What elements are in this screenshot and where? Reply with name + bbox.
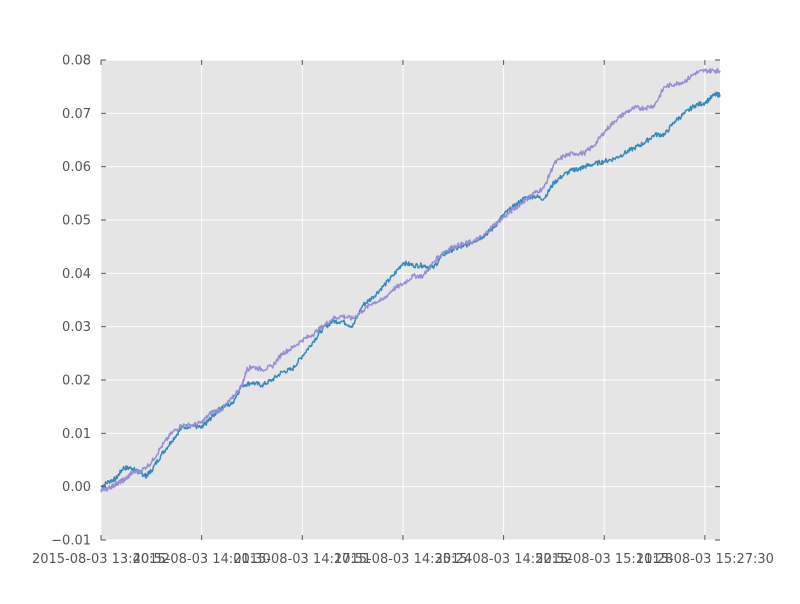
x-tick-label: 2015-08-03 13:40:52	[32, 552, 170, 567]
x-tick-label: 2015-08-03 14:52:52	[435, 552, 573, 567]
y-tick-label: 0.04	[62, 267, 91, 282]
y-tick-label: 0.01	[62, 427, 91, 442]
series-line-2	[100, 67, 721, 493]
x-tick-label: 2015-08-03 15:27:30	[636, 552, 774, 567]
tick-labels-layer: −0.01 0.00 0.01 0.02 0.03 0.04 0.05 0.06 0.07 0.0…	[32, 54, 774, 568]
y-tick-label: 0.02	[62, 374, 91, 389]
y-tick-label: 0.05	[62, 214, 91, 229]
x-tick-label: 2015-08-03 14:17:51	[233, 552, 371, 567]
plot-background	[101, 60, 720, 540]
y-tick-label: 0.03	[62, 320, 91, 335]
x-tick-label: 2015-08-03 14:01:30	[133, 552, 271, 567]
series-layer	[100, 67, 721, 493]
y-tick-label: 0.00	[62, 480, 91, 495]
grid-layer	[100, 59, 720, 541]
y-tick-label: 0.08	[62, 54, 91, 69]
x-tick-label: 2015-08-03 15:11:28	[535, 552, 673, 567]
y-tick-label: −0.01	[51, 534, 91, 549]
y-tick-label: 0.07	[62, 107, 91, 122]
ticks-layer	[100, 59, 720, 541]
y-tick-label: 0.06	[62, 160, 91, 175]
x-tick-label: 2015-08-03 14:35:24	[334, 552, 472, 567]
